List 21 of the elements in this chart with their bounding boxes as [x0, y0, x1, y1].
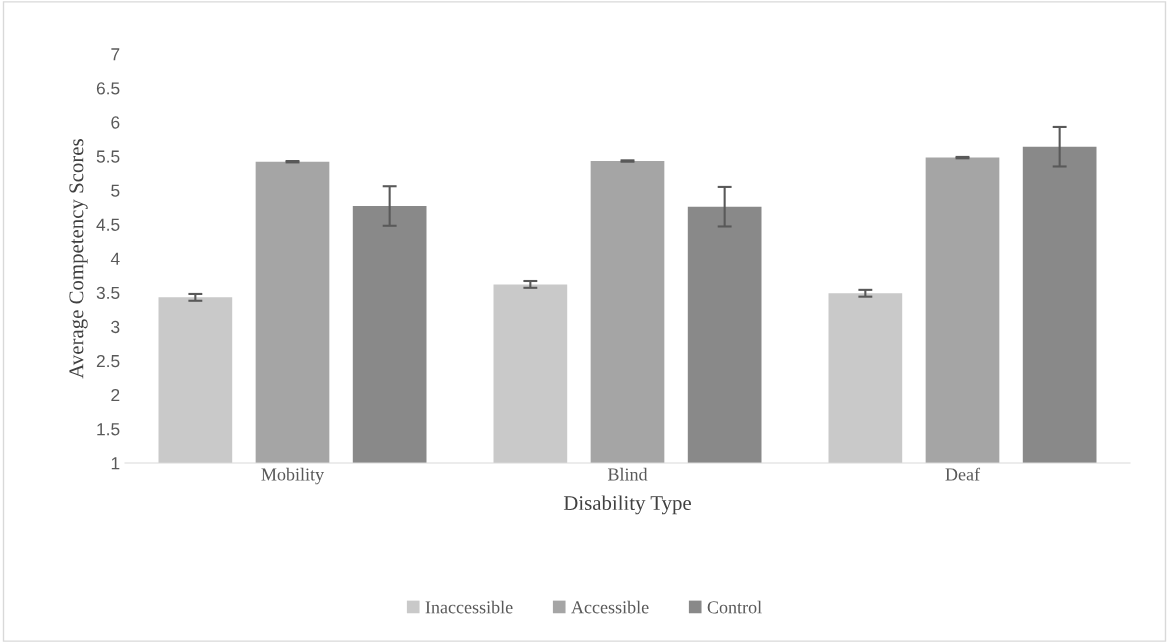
x-axis-title: Disability Type	[563, 495, 691, 515]
y-tick-label: 6	[111, 116, 120, 129]
y-tick-label: 1	[111, 457, 120, 470]
y-tick-label: 6.5	[96, 82, 120, 95]
y-tick-label: 5.5	[96, 150, 120, 163]
y-axis-title: Average Competency Scores	[69, 139, 88, 379]
legend-label: Accessible	[571, 600, 649, 614]
y-tick-label: 4.5	[96, 218, 120, 231]
y-tick-label: 2	[111, 389, 120, 402]
legend-label: Inaccessible	[425, 600, 513, 614]
x-tick-label: Blind	[607, 467, 648, 481]
x-tick-label: Deaf	[945, 467, 981, 481]
y-tick-label: 1.5	[97, 423, 120, 436]
y-tick-label: 3	[111, 320, 120, 334]
y-tick-label: 3.5	[96, 286, 120, 300]
x-tick-label: Mobility	[261, 467, 325, 485]
legend-label: Control	[707, 600, 762, 614]
y-tick-label: 2.5	[96, 354, 120, 368]
y-tick-label: 7	[111, 48, 120, 61]
y-tick-label: 5	[111, 184, 120, 197]
y-tick-label: 4	[110, 252, 120, 265]
